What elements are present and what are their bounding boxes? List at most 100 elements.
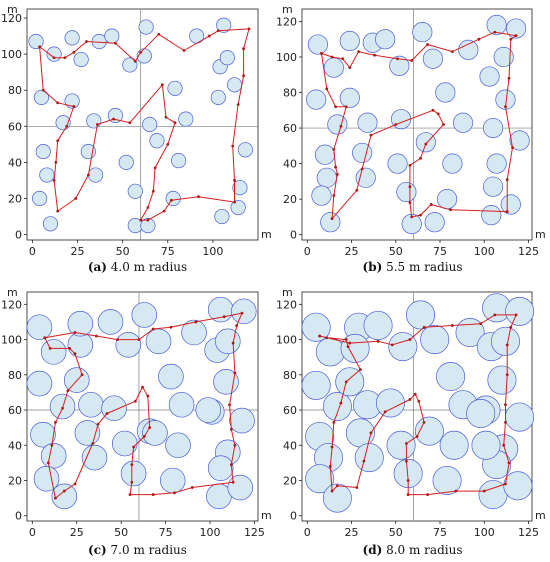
y-tick-label: 80 — [283, 87, 297, 100]
waypoint-marker — [404, 442, 408, 445]
waypoint-marker — [52, 179, 56, 182]
caption-letter: (c) — [88, 543, 107, 557]
waypoint-marker — [216, 29, 220, 33]
coverage-circle — [339, 87, 360, 108]
waypoint-marker — [146, 218, 150, 222]
waypoint-marker — [137, 338, 141, 341]
coverage-circle — [422, 48, 444, 69]
y-tick-label: 100 — [276, 51, 297, 64]
waypoint-marker — [128, 493, 132, 496]
coverage-circle — [355, 167, 376, 188]
coverage-circle — [219, 50, 235, 66]
x-tick-label: 0 — [29, 245, 36, 258]
coverage-circle — [322, 483, 352, 513]
waypoint-marker — [358, 368, 362, 371]
y-tick-label: 60 — [283, 122, 297, 135]
waypoint-marker — [341, 57, 345, 61]
waypoint-marker — [360, 167, 364, 171]
waypoint-marker — [61, 406, 64, 410]
coverage-circle — [230, 199, 246, 216]
coverage-circle — [314, 144, 336, 165]
caption-text: 8.0 m radius — [386, 543, 463, 557]
waypoint-marker — [242, 74, 245, 78]
coverage-circle — [442, 153, 463, 174]
waypoint-marker — [132, 445, 136, 449]
y-tick-label: 80 — [283, 369, 297, 382]
waypoint-marker — [369, 431, 373, 435]
coverage-circle — [97, 309, 124, 335]
waypoint-marker — [151, 493, 155, 496]
coverage-circle — [35, 144, 51, 160]
coverage-circle — [375, 29, 396, 50]
y-tick-label: 100 — [1, 48, 22, 61]
waypoint-marker — [86, 173, 90, 177]
waypoint-marker — [408, 201, 412, 205]
coverage-circle — [335, 367, 365, 397]
waypoint-marker — [431, 108, 435, 112]
waypoint-marker — [173, 491, 176, 495]
coverage-circle — [301, 312, 331, 342]
coverage-circle — [323, 57, 344, 78]
coverage-circle — [471, 430, 501, 460]
coverage-circle — [420, 325, 450, 355]
coverage-circle — [189, 28, 205, 44]
coverage-circle — [39, 167, 55, 183]
coverage-circle — [320, 212, 341, 233]
coverage-circle — [86, 113, 102, 129]
x-tick-label: 125 — [518, 526, 539, 539]
waypoint-marker — [507, 76, 511, 80]
x-tick-label: 50 — [389, 245, 403, 258]
coverage-circle — [171, 153, 187, 169]
x-axis-unit: m — [261, 228, 272, 241]
coverage-circle — [305, 464, 335, 494]
x-tick-label: 75 — [433, 526, 447, 539]
coverage-circle — [311, 185, 332, 206]
caption-panel-b: (b) 5.5 m radius — [275, 260, 550, 274]
waypoint-marker — [376, 339, 380, 343]
waypoint-marker — [66, 389, 70, 393]
coverage-circle — [195, 397, 222, 423]
waypoint-marker — [325, 336, 329, 340]
coverage-circle — [387, 153, 408, 174]
y-axis-unit: m — [7, 3, 18, 16]
waypoint-marker — [330, 489, 334, 493]
waypoint-marker — [231, 341, 235, 345]
x-tick-label: 75 — [161, 245, 175, 258]
waypoint-marker — [348, 66, 352, 70]
coverage-circle — [145, 328, 172, 355]
waypoint-marker — [141, 385, 144, 389]
caption-letter: (b) — [362, 260, 383, 274]
waypoint-marker — [68, 346, 72, 350]
y-tick-label: 100 — [276, 334, 297, 347]
caption-letter: (a) — [87, 260, 107, 274]
waypoint-marker — [410, 59, 414, 62]
waypoint-marker — [91, 442, 95, 445]
waypoint-marker — [504, 482, 507, 486]
waypoint-marker — [408, 398, 412, 401]
coverage-circle — [226, 77, 243, 93]
x-tick-label: 25 — [70, 526, 84, 539]
waypoint-marker — [413, 392, 417, 396]
coverage-circle — [432, 465, 462, 495]
waypoint-marker — [43, 336, 47, 340]
waypoint-marker — [339, 124, 343, 128]
waypoint-marker — [233, 443, 237, 447]
waypoint-marker — [142, 435, 146, 438]
waypoint-marker — [344, 380, 348, 384]
x-tick-label: 0 — [304, 526, 311, 539]
y-tick-label: 120 — [276, 15, 297, 28]
waypoint-marker — [50, 443, 54, 447]
waypoint-marker — [348, 341, 352, 345]
coverage-circle — [486, 14, 507, 36]
waypoint-marker — [477, 37, 481, 41]
waypoint-marker — [390, 343, 394, 347]
waypoint-marker — [56, 101, 60, 105]
coverage-circle — [237, 142, 253, 158]
coverage-circle — [505, 296, 535, 326]
waypoint-marker — [56, 209, 60, 213]
coverage-circle — [78, 391, 104, 418]
coverage-circle — [115, 332, 142, 358]
coverage-circle — [149, 133, 165, 149]
